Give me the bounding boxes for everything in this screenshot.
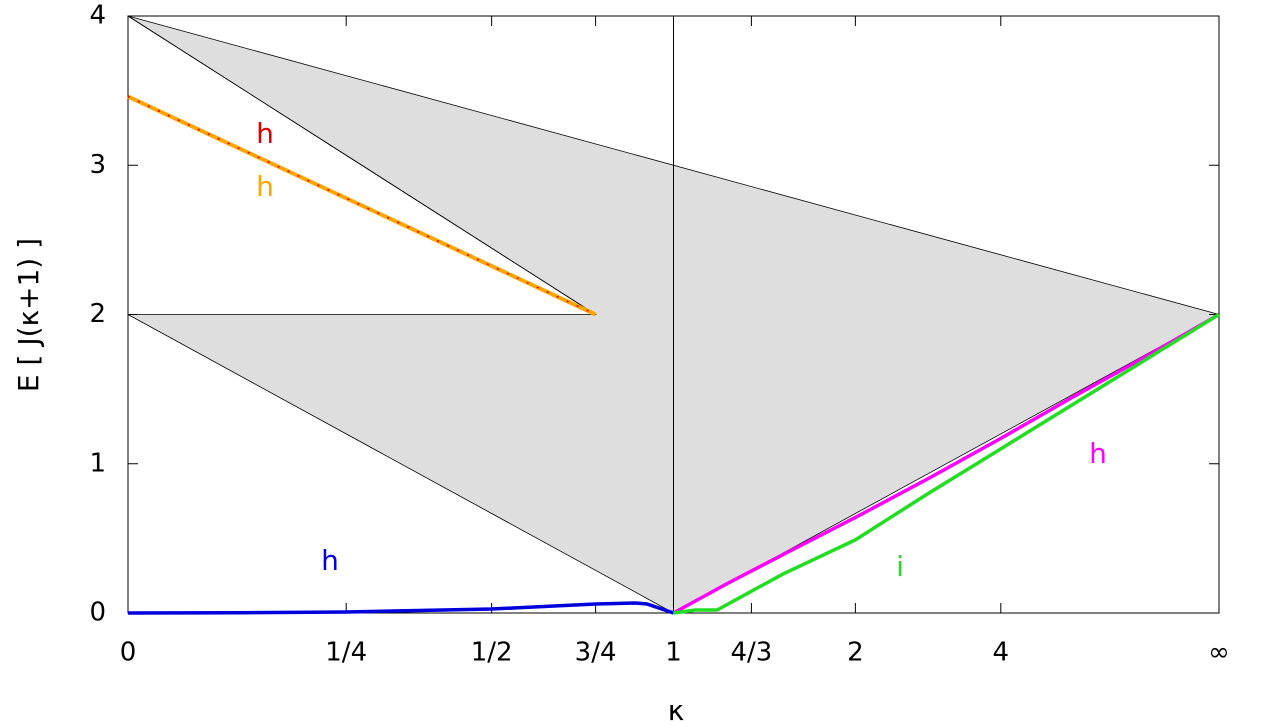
- series-line: [673, 313, 1220, 615]
- series-line: [127, 95, 596, 316]
- series-label: h: [256, 117, 274, 150]
- y-tick-label: 2: [89, 299, 106, 329]
- x-tick-label: 2: [847, 638, 864, 668]
- y-tick-label: 3: [89, 150, 106, 180]
- series-label: h: [321, 544, 339, 577]
- x-tick-label: 4: [993, 638, 1010, 668]
- series-label: h: [256, 170, 274, 203]
- series-label: i: [896, 550, 904, 583]
- x-tick-label: 1: [665, 638, 682, 668]
- x-axis-label: κ: [668, 694, 685, 727]
- x-tick-label: 3/4: [575, 638, 617, 668]
- y-tick-label: 0: [89, 598, 106, 628]
- left-cut: [127, 15, 596, 315]
- series-line: [127, 601, 675, 615]
- y-axis-label: E [ J(κ+1) ]: [12, 238, 45, 392]
- x-tick-label: 1/4: [325, 638, 367, 668]
- x-tick-label: 4/3: [730, 638, 772, 668]
- series-label: h: [1089, 437, 1107, 470]
- series-line: [672, 312, 1220, 615]
- x-tick-label: ∞: [1208, 638, 1230, 668]
- x-tick-label: 0: [120, 638, 137, 668]
- y-tick-label: 4: [89, 1, 106, 31]
- y-tick-label: 1: [89, 448, 106, 478]
- x-tick-label: 1/2: [471, 638, 513, 668]
